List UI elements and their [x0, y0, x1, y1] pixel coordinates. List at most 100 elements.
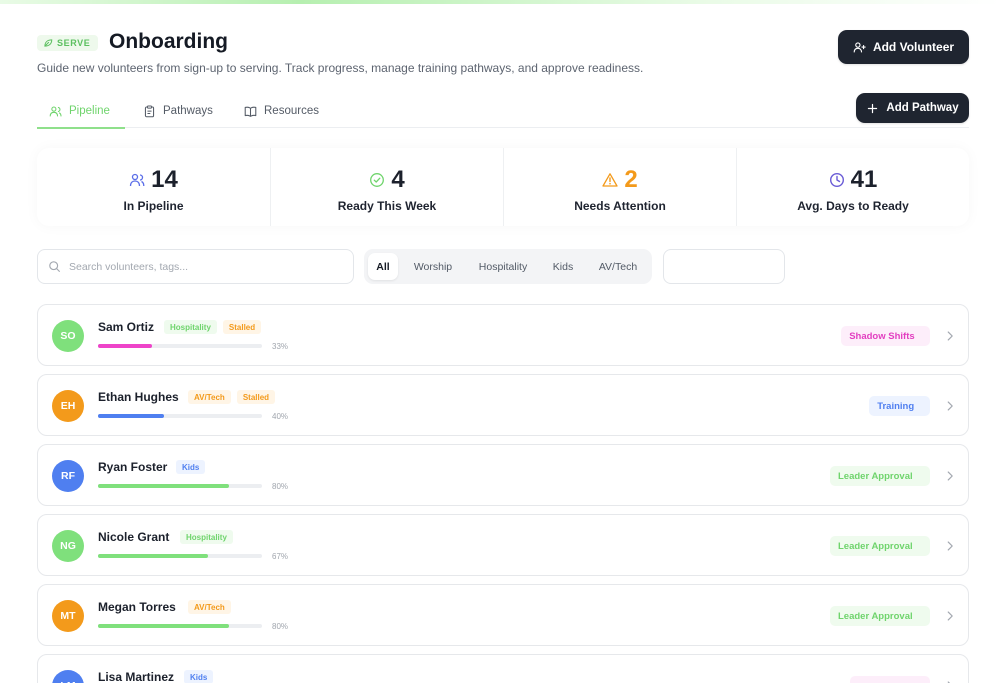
filter-hospitality[interactable]: Hospitality — [478, 260, 528, 273]
volunteer-row[interactable]: MT Megan Torres AV/Tech 80% Leader Approval — [37, 584, 969, 646]
filter-all[interactable]: All — [368, 253, 398, 280]
page-subtitle: Guide new volunteers from sign-up to ser… — [37, 61, 644, 75]
users-icon — [49, 106, 62, 116]
stage-badge: Leader Approval — [830, 606, 930, 626]
tab-pipeline[interactable]: Pipeline — [37, 94, 125, 129]
top-accent-line — [0, 0, 1000, 4]
volunteer-name: Nicole Grant — [98, 530, 170, 544]
chevron-right-icon[interactable] — [943, 469, 957, 483]
avatar: LM — [52, 670, 84, 683]
volunteer-name: Sam Ortiz — [98, 320, 155, 334]
page-title: Onboarding — [109, 30, 228, 53]
tab-pathways[interactable]: Pathways — [143, 94, 213, 128]
progress-bar — [98, 484, 262, 488]
clipboard-icon — [144, 104, 155, 117]
chevron-right-icon[interactable] — [943, 329, 957, 343]
filter-worship[interactable]: Worship — [413, 260, 453, 273]
check-circle-icon — [370, 173, 385, 187]
tab-resources-label: Resources — [264, 105, 319, 117]
users-icon — [129, 173, 145, 187]
filter-chips: All Worship Hospitality Kids AV/Tech — [364, 249, 652, 284]
leaf-icon — [44, 39, 53, 47]
add-pathway-button[interactable]: Add Pathway — [856, 93, 969, 123]
chevron-right-icon[interactable] — [943, 399, 957, 413]
volunteer-name: Ethan Hughes — [98, 390, 179, 404]
stat-value: 4 — [391, 166, 405, 193]
avatar: EH — [52, 390, 84, 422]
book-icon — [244, 106, 257, 117]
volunteer-row[interactable]: NG Nicole Grant Hospitality 67% Leader Appro… — [37, 514, 969, 576]
search-icon — [49, 261, 60, 272]
tab-bar: Pipeline Pathways Resources — [37, 94, 969, 129]
volunteer-row[interactable]: LM Lisa Martinez Kids — [37, 654, 969, 683]
tag-group: AV/Tech — [188, 600, 231, 614]
tab-resources[interactable]: Resources — [244, 94, 319, 128]
volunteer-name: Megan Torres — [98, 600, 176, 614]
progress-bar — [98, 554, 262, 558]
serve-badge: SERVE — [37, 35, 99, 51]
chevron-right-icon[interactable] — [943, 679, 957, 683]
tab-pipeline-label: Pipeline — [69, 105, 110, 117]
progress-fill — [98, 344, 153, 348]
filter-av-tech[interactable]: AV/Tech — [598, 260, 638, 273]
progress-percent: 80% — [272, 622, 289, 631]
tag-badge: Hospitality — [164, 320, 217, 334]
progress-percent: 67% — [272, 552, 289, 561]
stat-label: In Pipeline — [123, 199, 184, 213]
avatar: NG — [52, 530, 84, 562]
tag-group: Kids — [176, 460, 206, 474]
tag-group: Kids — [184, 670, 214, 683]
stat-label: Avg. Days to Ready — [797, 199, 909, 213]
stat-label: Needs Attention — [574, 199, 666, 213]
filter-select[interactable] — [663, 249, 785, 284]
progress-percent: 80% — [272, 482, 289, 491]
volunteer-name: Ryan Foster — [98, 460, 168, 474]
tag-group: AV/Tech Stalled — [188, 390, 276, 404]
volunteer-row[interactable]: SO Sam Ortiz Hospitality Stalled 33% Shadow S… — [37, 304, 969, 366]
stat-value: 41 — [850, 166, 878, 193]
tag-badge: AV/Tech — [188, 390, 231, 404]
stat-value: 14 — [151, 166, 178, 193]
tab-pathways-label: Pathways — [163, 105, 213, 117]
stage-badge: Leader Approval — [830, 466, 930, 486]
search-box[interactable] — [37, 249, 354, 284]
add-volunteer-label: Add Volunteer — [872, 40, 955, 54]
add-volunteer-button[interactable]: Add Volunteer — [838, 30, 969, 64]
volunteer-row[interactable]: RF Ryan Foster Kids 80% Leader Approval — [37, 444, 969, 506]
progress-bar — [98, 414, 262, 418]
progress-fill — [98, 624, 230, 628]
volunteer-row[interactable]: EH Ethan Hughes AV/Tech Stalled 40% Training — [37, 374, 969, 436]
add-pathway-label: Add Pathway — [886, 102, 959, 114]
page-header: SERVE Onboarding Guide new volunteers fr… — [37, 30, 969, 80]
chevron-right-icon[interactable] — [943, 539, 957, 553]
tag-badge: Stalled — [236, 390, 276, 404]
tag-badge: Hospitality — [180, 530, 233, 544]
stat-needs-attention: 2 Needs Attention — [503, 148, 736, 226]
progress-fill — [98, 554, 208, 558]
progress-bar — [98, 344, 262, 348]
tag-badge: Kids — [184, 670, 214, 683]
plus-icon — [868, 103, 878, 113]
warning-icon — [602, 173, 618, 187]
progress-percent: 33% — [272, 342, 289, 351]
serve-badge-label: SERVE — [57, 38, 91, 48]
stage-badge: Shadow Shifts — [841, 326, 930, 346]
user-plus-icon — [853, 41, 866, 52]
tag-badge: Stalled — [222, 320, 262, 334]
progress-bar — [98, 624, 262, 628]
progress-fill — [98, 414, 164, 418]
filter-kids[interactable]: Kids — [552, 260, 574, 273]
avatar: SO — [52, 320, 84, 352]
stage-badge — [850, 676, 930, 683]
stage-badge: Training — [869, 396, 930, 416]
stat-value: 2 — [624, 166, 638, 193]
progress-percent: 40% — [272, 412, 289, 421]
chevron-right-icon[interactable] — [943, 609, 957, 623]
tag-group: Hospitality — [180, 530, 233, 544]
search-input[interactable] — [69, 260, 329, 273]
clock-icon — [829, 172, 844, 188]
stat-in-pipeline: 14 In Pipeline — [37, 148, 270, 226]
stage-badge: Leader Approval — [830, 536, 930, 556]
progress-fill — [98, 484, 230, 488]
stat-avg-days: 41 Avg. Days to Ready — [736, 148, 969, 226]
